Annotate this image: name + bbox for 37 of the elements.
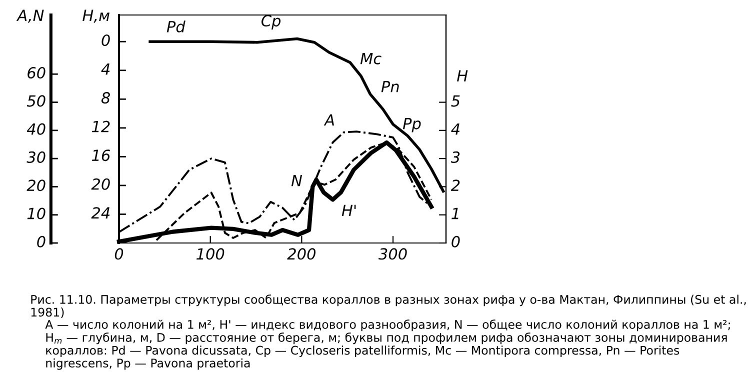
y-tick-label: 50 [26,95,46,107]
y2-tick-label: 4 [451,123,460,135]
x-tick-label: 0 [114,248,124,260]
annotation: Pn [381,81,399,92]
text: Рис. 11.10. Параметры структуры сообщества кораллов в разных зонах рифа у о-ва Мактан, Филиппины (Su et al., 1981) [31,294,746,318]
x-tick-label: 100 [196,248,224,260]
annotation: Pp [402,118,421,132]
y2-tick-label: 0 [452,236,460,248]
x-tick-label: 300 [378,248,407,260]
y-tick-label: 10 [27,208,46,220]
annotation: Cp [262,14,281,30]
y3-tick-label: 12 [92,120,110,132]
series-label: H' [342,204,356,216]
y3-tick-label: 16 [92,150,110,162]
annotation: Mc [360,52,382,64]
annotation: Pd [166,20,186,32]
y-tick-label: 40 [26,123,46,135]
y-axis-title: A,N [16,10,44,23]
y2-axis-title: H [457,70,468,82]
y3-tick-label: 8 [101,92,110,104]
y-tick-label: 0 [37,236,46,248]
y-tick-label: 60 [28,66,46,79]
y3-tick-label: 24 [91,207,110,218]
y-tick-label: 20 [26,180,46,192]
series-label: A [324,114,334,126]
y3-tick-label: 0 [102,34,110,46]
y-tick-label: 30 [26,151,46,163]
y2-tick-label: 3 [450,151,460,163]
series-label: N [291,175,302,186]
text: A — число колоний на 1 м², H' — индекс видового разнообразия, N — общее число колоний кораллов на 1 м²; H$_{m}$ — глубина, м, D — расстояние от берега, м; буквы под профилем рифа обозначают зоны доминирования кораллов: Pd — Pavona dicussata, Cp — Cycloseris patelliformis, Mc — Montipora compressa, Pn — Porites nigrescens, Pp — Pavona praetoria [45,320,730,370]
y3-tick-label: 4 [101,63,110,75]
y3-axis-title: H,м [82,10,110,23]
x-tick-label: 200 [287,248,316,260]
y2-tick-label: 2 [450,180,460,191]
y2-tick-label: 1 [452,208,458,220]
y2-tick-label: 5 [451,95,460,107]
y3-tick-label: 20 [91,178,110,190]
